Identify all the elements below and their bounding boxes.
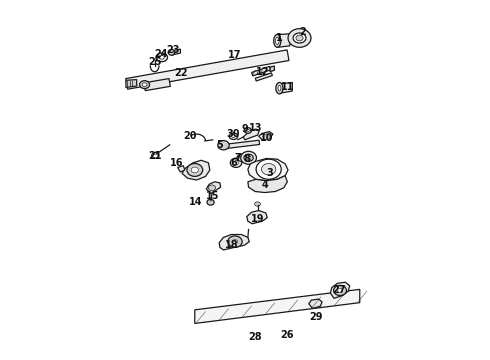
Text: 3: 3 <box>267 168 273 178</box>
Polygon shape <box>279 82 293 93</box>
Polygon shape <box>144 78 171 91</box>
Ellipse shape <box>334 285 346 296</box>
Ellipse shape <box>275 37 279 44</box>
Text: 12: 12 <box>255 67 269 77</box>
Text: 21: 21 <box>148 150 161 161</box>
Ellipse shape <box>241 151 256 164</box>
Ellipse shape <box>255 202 260 206</box>
Ellipse shape <box>244 154 253 161</box>
Text: 26: 26 <box>281 330 294 340</box>
Ellipse shape <box>263 134 270 140</box>
Polygon shape <box>243 129 259 140</box>
Ellipse shape <box>152 152 159 158</box>
Ellipse shape <box>156 53 168 62</box>
Ellipse shape <box>237 154 245 161</box>
Ellipse shape <box>232 135 235 138</box>
Text: 7: 7 <box>234 153 241 163</box>
Polygon shape <box>177 166 185 172</box>
Ellipse shape <box>218 140 229 150</box>
Polygon shape <box>247 211 267 224</box>
Ellipse shape <box>168 49 175 55</box>
Ellipse shape <box>234 161 239 165</box>
Ellipse shape <box>338 288 343 293</box>
Ellipse shape <box>142 83 147 86</box>
Text: 30: 30 <box>227 129 240 139</box>
Text: 6: 6 <box>230 158 237 168</box>
Polygon shape <box>248 176 287 193</box>
Text: 13: 13 <box>249 123 263 133</box>
Text: 22: 22 <box>174 68 188 78</box>
Polygon shape <box>259 132 273 140</box>
Polygon shape <box>248 158 288 181</box>
Text: 8: 8 <box>244 154 250 164</box>
Text: 18: 18 <box>224 240 238 250</box>
Ellipse shape <box>229 133 238 139</box>
Ellipse shape <box>207 199 214 205</box>
Text: 2: 2 <box>299 27 306 37</box>
Ellipse shape <box>187 163 203 176</box>
Text: 1: 1 <box>276 33 282 43</box>
Ellipse shape <box>140 81 149 89</box>
Text: 10: 10 <box>260 133 273 143</box>
Polygon shape <box>251 66 270 76</box>
Ellipse shape <box>274 35 281 47</box>
Polygon shape <box>206 182 220 194</box>
Polygon shape <box>309 299 322 309</box>
Text: 29: 29 <box>309 312 323 322</box>
Ellipse shape <box>293 33 306 43</box>
Polygon shape <box>172 49 180 55</box>
Ellipse shape <box>262 163 276 175</box>
Ellipse shape <box>159 55 164 59</box>
Polygon shape <box>277 34 290 47</box>
Polygon shape <box>219 234 249 250</box>
Text: 19: 19 <box>251 214 264 224</box>
Ellipse shape <box>278 85 281 91</box>
Ellipse shape <box>191 167 198 173</box>
Ellipse shape <box>208 185 216 191</box>
Text: 5: 5 <box>217 140 223 150</box>
Text: 16: 16 <box>170 158 184 168</box>
Text: 23: 23 <box>166 45 179 55</box>
Text: 11: 11 <box>281 82 294 93</box>
Text: 14: 14 <box>189 197 202 207</box>
Text: 25: 25 <box>148 57 161 67</box>
Polygon shape <box>255 73 272 81</box>
Text: 28: 28 <box>248 332 262 342</box>
Ellipse shape <box>276 82 283 94</box>
Ellipse shape <box>246 130 249 132</box>
Polygon shape <box>182 160 210 180</box>
Ellipse shape <box>228 236 242 247</box>
Ellipse shape <box>296 35 303 41</box>
Polygon shape <box>195 289 360 323</box>
Text: 17: 17 <box>228 50 242 60</box>
Polygon shape <box>270 66 274 72</box>
Ellipse shape <box>246 156 251 160</box>
Ellipse shape <box>230 158 242 167</box>
Text: 4: 4 <box>261 180 268 190</box>
Ellipse shape <box>288 29 311 47</box>
Ellipse shape <box>232 239 238 244</box>
Text: 15: 15 <box>206 191 220 201</box>
Polygon shape <box>126 80 137 87</box>
Polygon shape <box>126 50 289 89</box>
Text: 24: 24 <box>154 49 168 59</box>
Polygon shape <box>330 282 350 298</box>
Text: 27: 27 <box>332 285 346 296</box>
Ellipse shape <box>256 159 281 179</box>
Text: 20: 20 <box>184 131 197 141</box>
Text: 9: 9 <box>242 124 248 134</box>
Polygon shape <box>223 140 260 149</box>
Ellipse shape <box>245 128 251 134</box>
